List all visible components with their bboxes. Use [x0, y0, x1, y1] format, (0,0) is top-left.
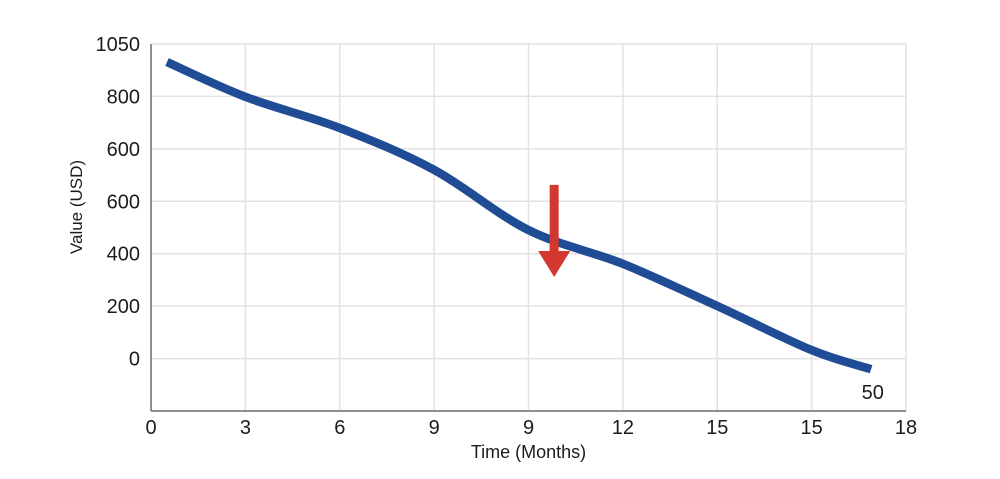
y-tick-label: 0 [129, 349, 140, 371]
y-tick-label: 400 [107, 244, 140, 266]
y-tick-label: 1050 [96, 34, 141, 56]
y-tick-label: 600 [107, 139, 140, 161]
red-down-arrow-icon [538, 184, 571, 278]
y-tick-label: 200 [107, 296, 140, 318]
end-value-label: 50 [862, 382, 884, 404]
x-tick-label: 9 [429, 417, 440, 439]
y-tick-label: 800 [107, 86, 140, 108]
x-tick-label: 3 [240, 417, 251, 439]
x-tick-label: 12 [612, 417, 634, 439]
x-tick-label: 18 [895, 417, 917, 439]
y-tick-label: 600 [107, 191, 140, 213]
y-axis-title: Value (USD) [67, 159, 86, 255]
x-tick-label: 15 [801, 417, 823, 439]
x-tick-label: 9 [523, 417, 534, 439]
x-tick-label: 0 [145, 417, 156, 439]
x-tick-label: 15 [706, 417, 728, 439]
value-line [165, 58, 873, 374]
x-tick-label: 6 [334, 417, 345, 439]
x-axis-title: Time (Months) [470, 442, 587, 462]
